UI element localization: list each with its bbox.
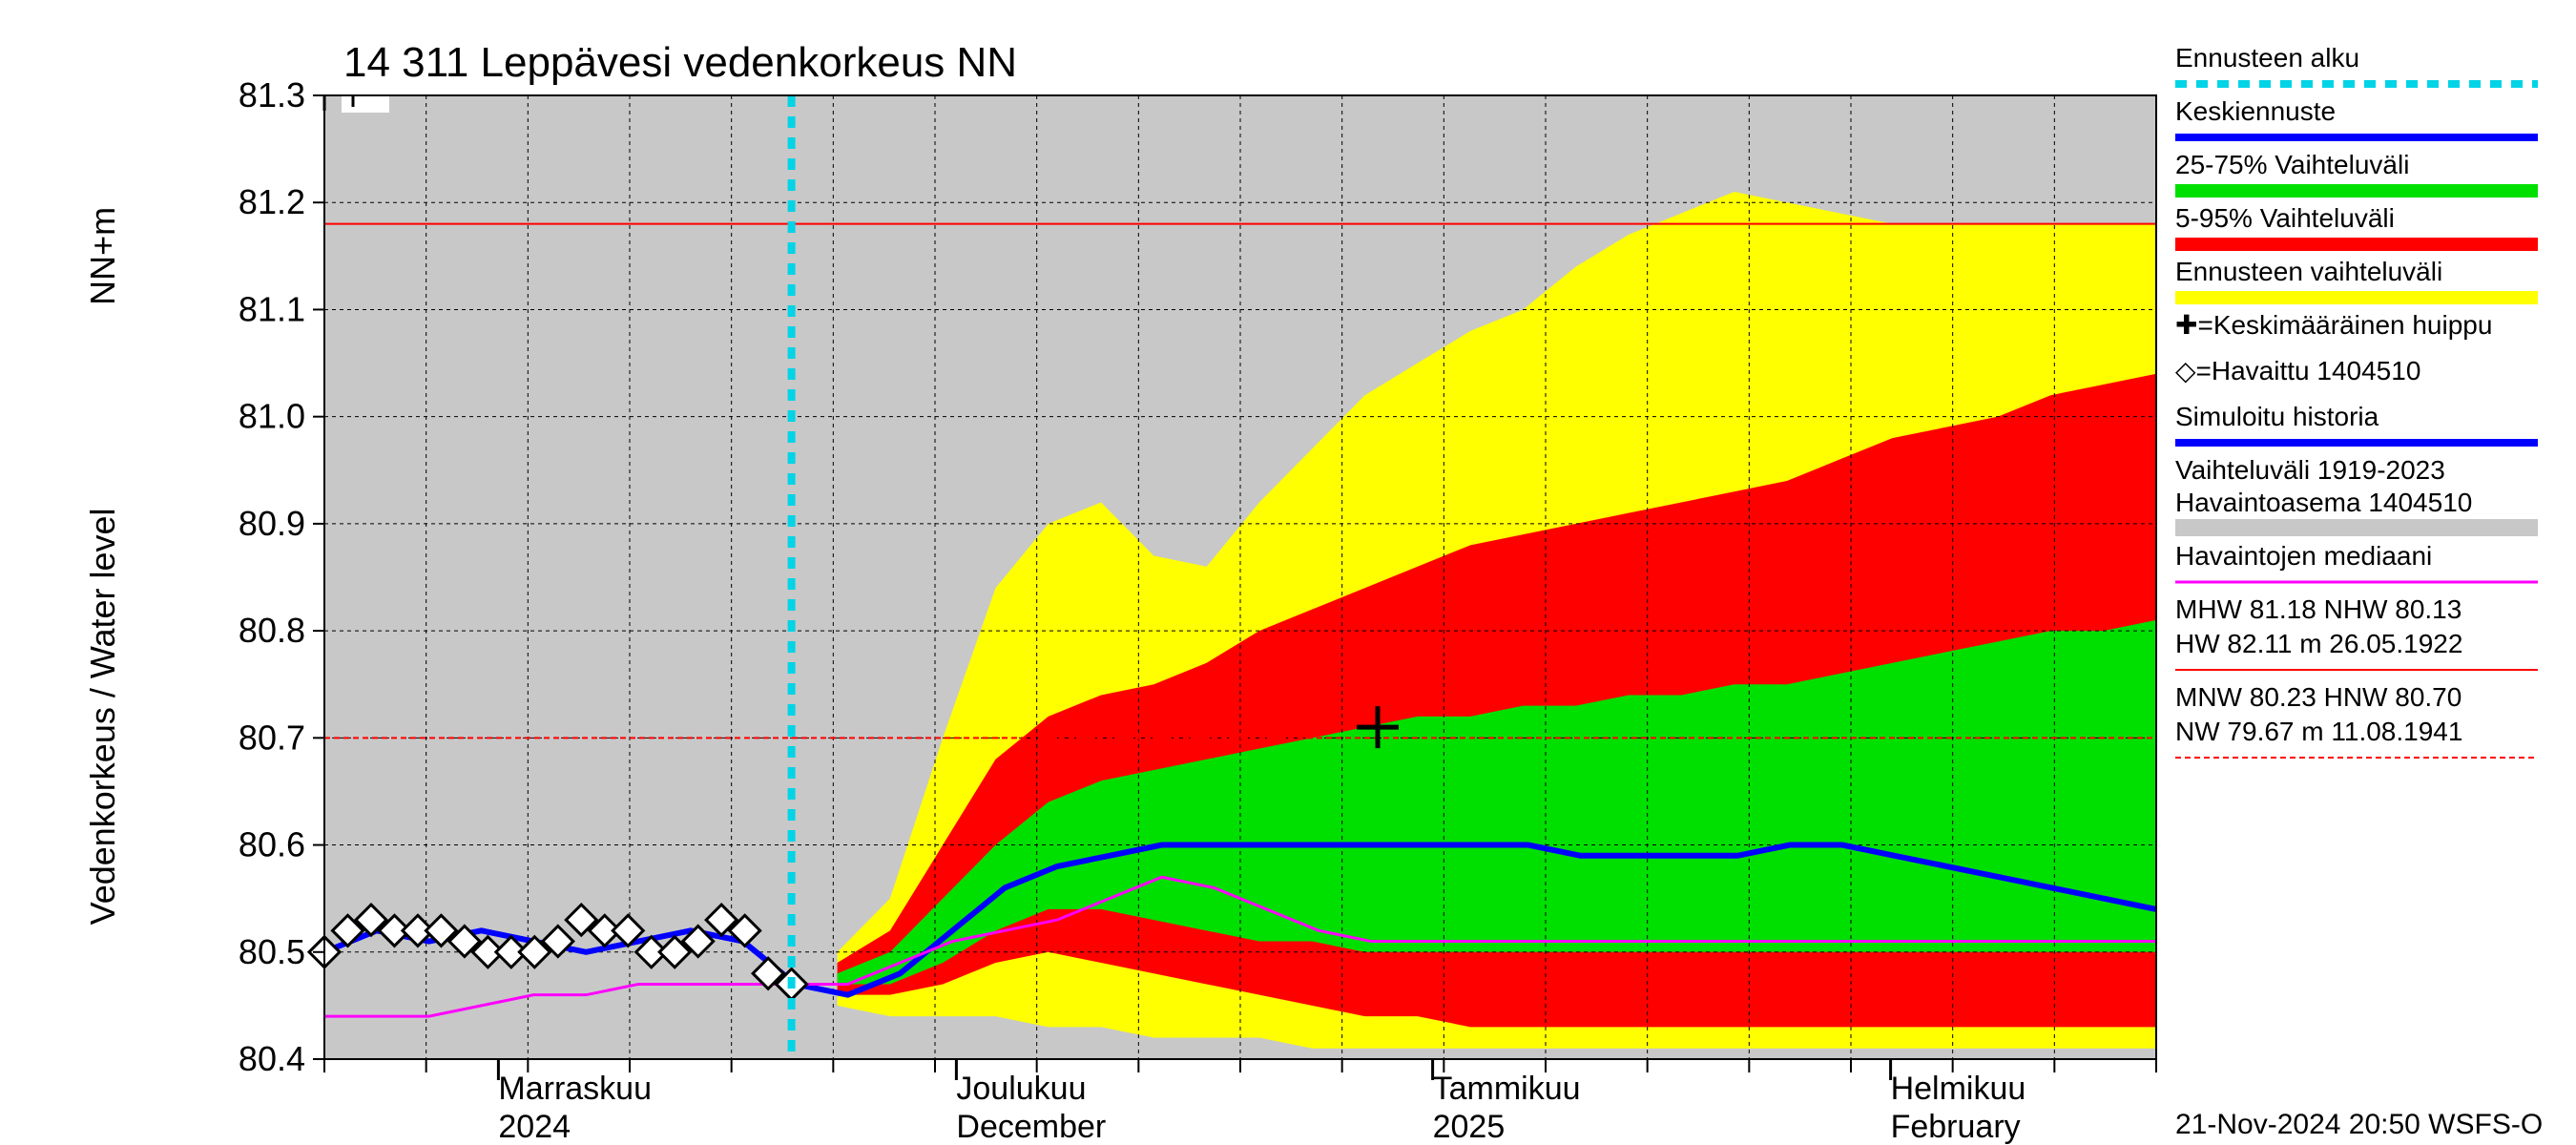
chart-svg: 80.4 80.5 80.6 80.7 80.8 80.9 81.0 81.1 81.2 81.3… <box>0 0 2576 1145</box>
hydrograph-chart: 80.4 80.5 80.6 80.7 80.8 80.9 81.0 81.1 81.2 81.3… <box>0 0 2576 1145</box>
legend-label: NW 79.67 m 11.08.1941 <box>2175 717 2462 746</box>
legend-label: 25-75% Vaihteluväli <box>2175 150 2409 179</box>
y-tick-label: 81.2 <box>239 182 305 221</box>
y-tick-label: 80.9 <box>239 504 305 543</box>
y-tick-label: 80.8 <box>239 611 305 650</box>
y-axis-label: Vedenkorkeus / Water level <box>83 508 122 925</box>
legend-label: ✚=Keskimääräinen huippu <box>2175 310 2492 340</box>
legend-label: Ennusteen vaihteluväli <box>2175 257 2442 286</box>
y-tick-label: 80.7 <box>239 718 305 757</box>
legend-label: Havaintoasema 1404510 <box>2175 488 2472 517</box>
legend-label: Ennusteen alku <box>2175 43 2359 73</box>
y-tick-label: 80.5 <box>239 932 305 971</box>
y-tick-label: 81.1 <box>239 289 305 328</box>
y-tick-label: 80.4 <box>239 1039 305 1078</box>
x-month-sublabel: December <box>956 1109 1106 1145</box>
x-month-sublabel: February <box>1891 1109 2021 1145</box>
legend-label: Keskiennuste <box>2175 96 2336 126</box>
y-axis-unit: NN+m <box>83 207 122 305</box>
legend-label: MNW 80.23 HNW 80.70 <box>2175 682 2462 712</box>
timestamp-footer: 21-Nov-2024 20:50 WSFS-O <box>2175 1109 2543 1140</box>
legend-label: Havaintojen mediaani <box>2175 541 2432 571</box>
legend-label: Vaihteluväli 1919-2023 <box>2175 455 2445 485</box>
x-month-label: Marraskuu <box>498 1071 652 1107</box>
x-month-label: Helmikuu <box>1891 1071 2026 1107</box>
x-month-sublabel: 2024 <box>498 1109 571 1145</box>
legend-label: MHW 81.18 NHW 80.13 <box>2175 594 2462 624</box>
legend-label: 5-95% Vaihteluväli <box>2175 203 2395 233</box>
y-tick-label: 81.0 <box>239 397 305 436</box>
y-tick-label: 81.3 <box>239 75 305 114</box>
y-tick-label: 80.6 <box>239 825 305 864</box>
x-month-sublabel: 2025 <box>1433 1109 1506 1145</box>
legend-label: ◇=Havaittu 1404510 <box>2175 356 2420 385</box>
legend-swatch <box>2175 519 2538 536</box>
x-month-label: Joulukuu <box>956 1071 1086 1107</box>
legend-label: Simuloitu historia <box>2175 402 2379 431</box>
chart-title: 14 311 Leppävesi vedenkorkeus NN <box>343 39 1017 86</box>
legend-label: HW 82.11 m 26.05.1922 <box>2175 629 2462 658</box>
notch <box>342 95 389 113</box>
x-month-label: Tammikuu <box>1433 1071 1581 1107</box>
